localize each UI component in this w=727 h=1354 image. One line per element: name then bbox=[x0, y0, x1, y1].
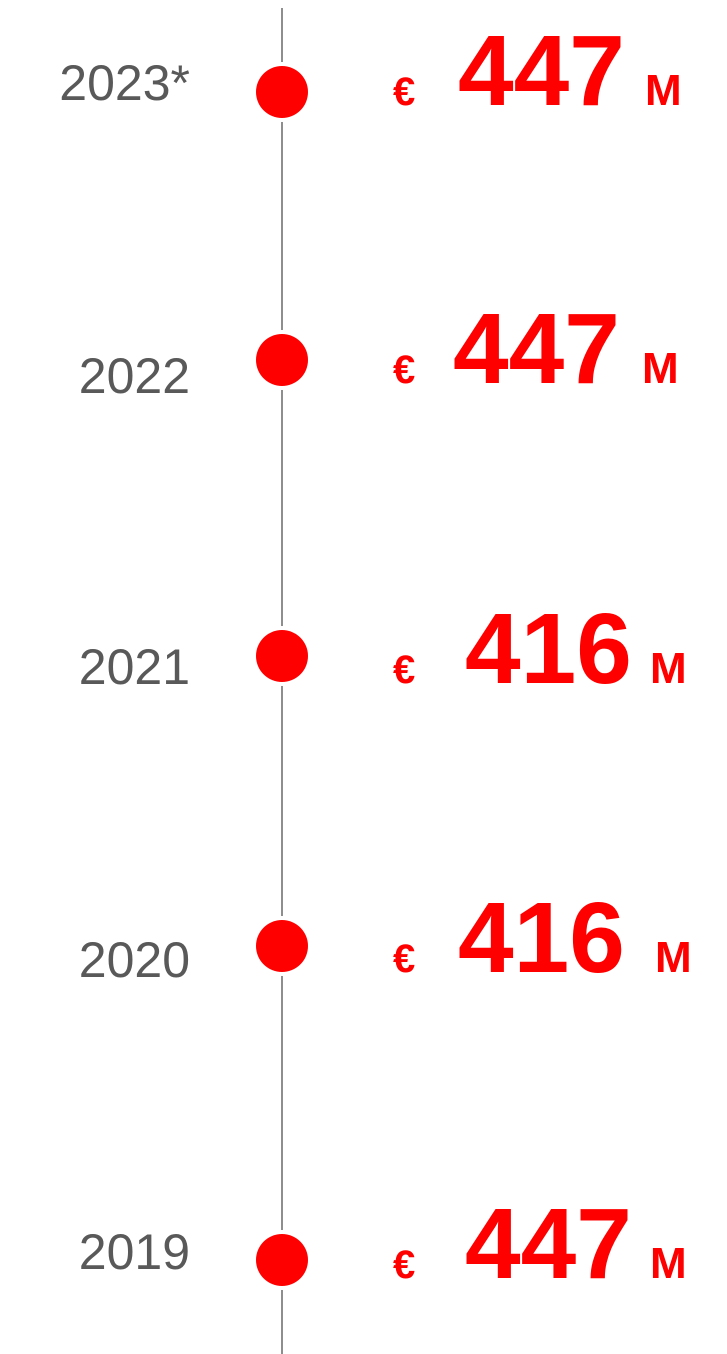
timeline-dot bbox=[256, 66, 308, 118]
year-label: 2020 bbox=[79, 932, 190, 988]
timeline-dot bbox=[256, 920, 308, 972]
year-label: 2023* bbox=[59, 55, 190, 111]
currency-symbol: € bbox=[393, 348, 415, 392]
amount-value: 416 bbox=[458, 882, 625, 994]
year-label: 2019 bbox=[79, 1224, 190, 1280]
currency-symbol: € bbox=[393, 648, 415, 692]
unit-label: M bbox=[650, 644, 687, 693]
currency-symbol: € bbox=[393, 1243, 415, 1287]
amount-value: 447 bbox=[453, 293, 620, 405]
amount-value: 416 bbox=[465, 593, 632, 705]
year-label: 2021 bbox=[79, 639, 190, 695]
currency-symbol: € bbox=[393, 70, 415, 114]
timeline-dot bbox=[256, 334, 308, 386]
amount-value: 447 bbox=[458, 15, 625, 127]
timeline-dot bbox=[256, 1234, 308, 1286]
currency-symbol: € bbox=[393, 937, 415, 981]
amount-value: 447 bbox=[465, 1188, 632, 1300]
timeline-dot bbox=[256, 630, 308, 682]
year-label: 2022 bbox=[79, 348, 190, 404]
unit-label: M bbox=[642, 344, 679, 393]
unit-label: M bbox=[655, 933, 692, 982]
unit-label: M bbox=[650, 1239, 687, 1288]
unit-label: M bbox=[645, 66, 682, 115]
